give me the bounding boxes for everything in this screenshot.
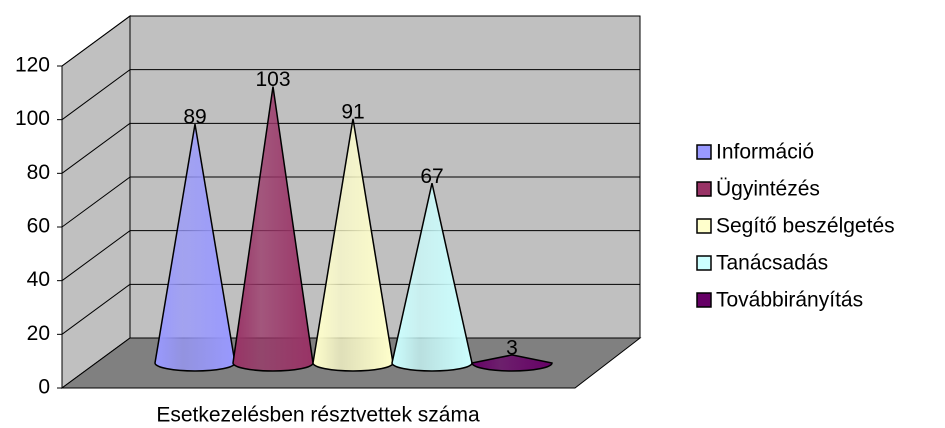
y-tick-label: 20 — [27, 322, 50, 345]
data-label: 91 — [341, 100, 364, 123]
legend-swatch — [696, 292, 712, 308]
legend-label: Ügyintézés — [716, 178, 820, 201]
grid-line — [61, 15, 131, 67]
data-label: 67 — [420, 165, 443, 188]
legend-label: Továbbirányítás — [716, 289, 863, 312]
y-tick-label: 120 — [15, 54, 50, 77]
grid-line — [61, 122, 131, 174]
legend-swatch — [696, 144, 712, 160]
legend-label: Információ — [716, 141, 814, 164]
legend-label: Segítő beszélgetés — [716, 215, 895, 238]
data-label: 103 — [255, 68, 290, 91]
data-label: 89 — [183, 106, 206, 129]
y-tick-label: 0 — [38, 376, 50, 399]
legend-swatch — [696, 255, 712, 271]
legend-swatch — [696, 181, 712, 197]
cone — [391, 183, 473, 372]
grid-line — [61, 69, 131, 121]
y-tick-label: 40 — [27, 268, 50, 291]
legend-label: Tanácsadás — [716, 252, 828, 275]
x-category-label: Esetkezelésben résztvettek száma — [156, 404, 480, 427]
data-label: 3 — [506, 336, 518, 359]
legend-swatch — [696, 218, 712, 234]
y-tick-label: 80 — [27, 161, 50, 184]
cone — [232, 86, 314, 372]
grid-line — [61, 176, 131, 228]
y-tick-label: 100 — [15, 107, 50, 130]
cone — [471, 354, 553, 372]
grid-line — [61, 230, 131, 282]
y-tick-label: 60 — [27, 215, 50, 238]
grid-line — [61, 283, 131, 335]
